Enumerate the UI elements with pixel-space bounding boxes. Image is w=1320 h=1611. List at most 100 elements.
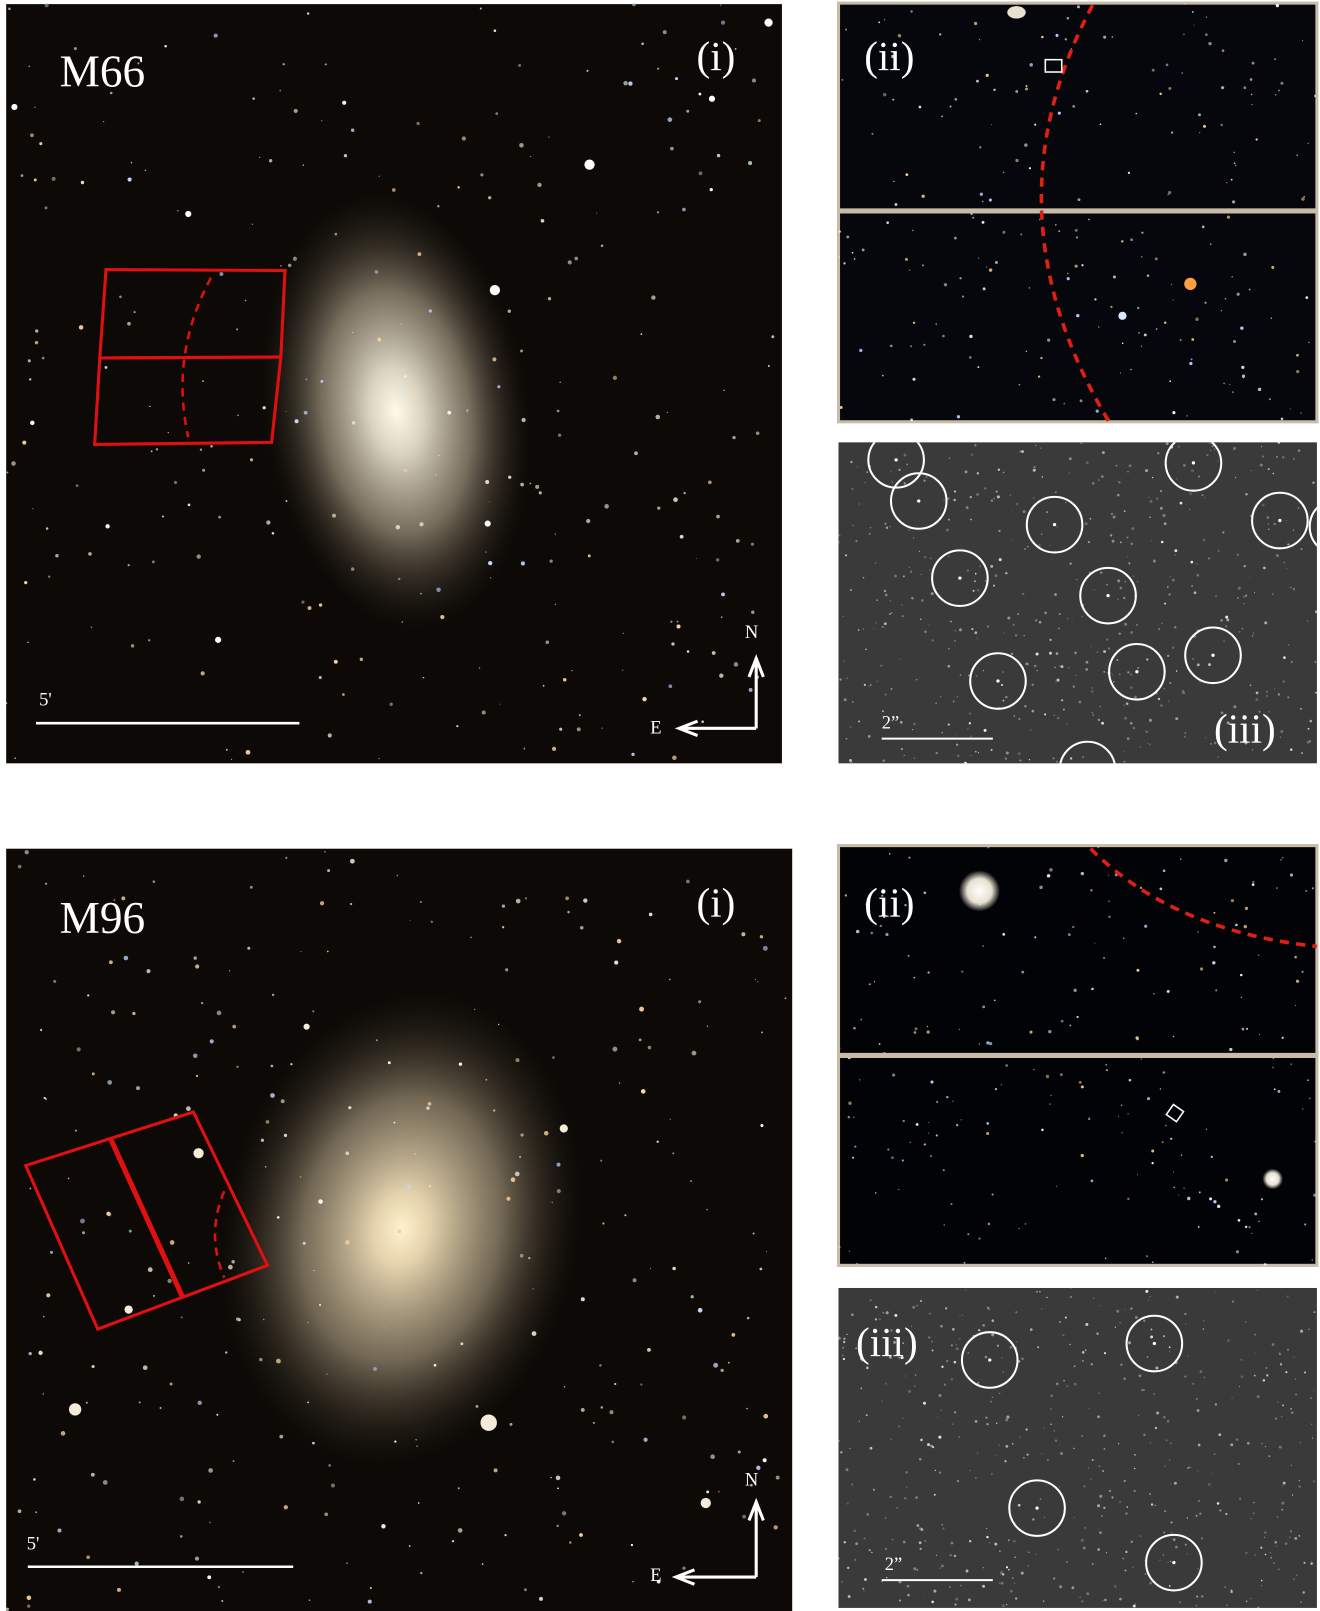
source xyxy=(1172,1561,1176,1565)
star xyxy=(561,1511,567,1516)
star xyxy=(975,492,979,496)
star xyxy=(992,584,996,587)
star xyxy=(1008,1539,1010,1541)
star xyxy=(1271,265,1275,269)
star xyxy=(987,1222,991,1226)
star xyxy=(47,575,51,578)
star xyxy=(1264,621,1268,625)
star xyxy=(869,1299,872,1302)
star xyxy=(294,419,299,424)
star xyxy=(979,192,984,196)
star xyxy=(974,1477,977,1480)
star xyxy=(716,514,720,519)
star xyxy=(1290,1408,1292,1410)
star xyxy=(1069,562,1072,565)
star xyxy=(378,175,380,177)
star xyxy=(1090,646,1092,648)
star xyxy=(1264,1445,1267,1448)
star xyxy=(939,695,942,698)
star xyxy=(855,1347,857,1350)
star xyxy=(838,1245,841,1249)
star xyxy=(279,89,282,92)
star xyxy=(1304,1223,1307,1226)
star xyxy=(1143,1319,1146,1323)
star xyxy=(883,622,887,626)
star xyxy=(885,526,889,530)
star xyxy=(1069,457,1072,461)
star xyxy=(1249,78,1253,81)
star xyxy=(207,1575,212,1580)
star xyxy=(698,92,702,96)
star xyxy=(225,1351,228,1354)
star xyxy=(1313,94,1317,98)
star xyxy=(1091,1458,1094,1461)
star xyxy=(1029,63,1033,67)
star xyxy=(1264,1536,1266,1538)
star xyxy=(1080,1085,1084,1089)
star xyxy=(1298,1485,1301,1488)
star xyxy=(108,960,113,965)
star xyxy=(11,461,16,466)
star xyxy=(1273,522,1277,526)
star xyxy=(330,1483,335,1488)
star xyxy=(195,964,200,969)
star xyxy=(870,931,874,935)
footprint-divider xyxy=(108,1138,186,1300)
star xyxy=(1253,1374,1256,1377)
star xyxy=(1226,721,1230,725)
star xyxy=(947,723,950,726)
star xyxy=(1301,197,1305,201)
star xyxy=(162,515,165,518)
star xyxy=(403,468,408,473)
star xyxy=(567,910,570,914)
star xyxy=(1147,1299,1150,1301)
star xyxy=(146,969,151,974)
star xyxy=(1066,1384,1069,1388)
star xyxy=(1117,598,1119,600)
star xyxy=(1153,1392,1156,1395)
star xyxy=(87,994,90,997)
star xyxy=(955,1347,959,1351)
star xyxy=(42,1315,45,1318)
star xyxy=(1013,715,1016,717)
star xyxy=(1197,1226,1200,1228)
star xyxy=(1198,131,1201,134)
star xyxy=(1288,1536,1291,1539)
star xyxy=(1246,1027,1249,1030)
star xyxy=(1270,1556,1273,1559)
star xyxy=(881,894,884,897)
star xyxy=(982,1323,985,1327)
star xyxy=(127,321,131,326)
star xyxy=(1108,1489,1112,1493)
star xyxy=(1003,632,1005,634)
star xyxy=(848,759,853,763)
star xyxy=(1278,1445,1282,1449)
star xyxy=(1140,1058,1142,1060)
star xyxy=(1308,341,1310,344)
star xyxy=(1266,1374,1269,1377)
star xyxy=(1168,1346,1171,1349)
star xyxy=(876,599,878,601)
star xyxy=(650,1267,652,1269)
star xyxy=(232,1460,235,1462)
scale-label: 2” xyxy=(885,1555,902,1575)
star xyxy=(420,1571,423,1575)
star xyxy=(1136,1174,1138,1176)
star xyxy=(1311,887,1314,890)
star xyxy=(1128,1078,1132,1082)
star xyxy=(936,1100,939,1103)
source-circle xyxy=(1059,740,1116,764)
star xyxy=(1175,1295,1179,1299)
star xyxy=(859,1357,863,1361)
star xyxy=(1039,218,1041,221)
star xyxy=(1251,103,1253,106)
star xyxy=(412,392,416,397)
star xyxy=(1208,663,1211,667)
star xyxy=(518,63,522,67)
star xyxy=(1125,1512,1128,1515)
star xyxy=(493,1468,498,1473)
star xyxy=(1025,1428,1028,1431)
star xyxy=(1292,457,1296,461)
star xyxy=(1004,1460,1007,1463)
source xyxy=(1086,768,1089,771)
